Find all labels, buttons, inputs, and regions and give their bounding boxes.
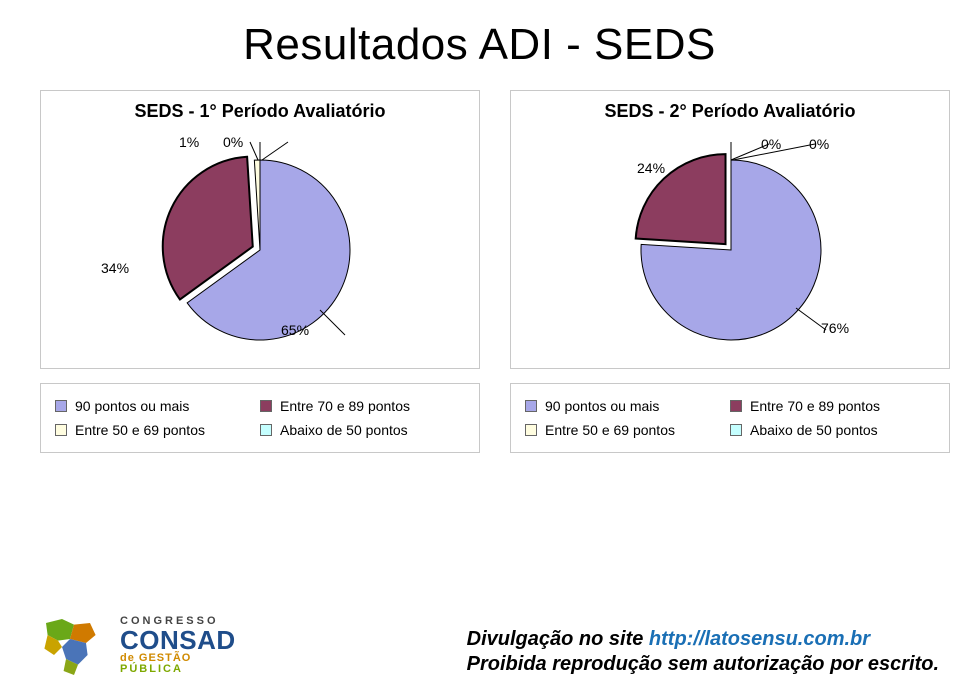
slice-label-65pct: 65%	[281, 322, 309, 338]
legend-swatch	[55, 424, 67, 436]
legend-row-right: 90 pontos ou mais Entre 70 e 89 pontos E…	[525, 394, 935, 442]
legend-item: Entre 50 e 69 pontos	[525, 422, 730, 438]
legend-label: 90 pontos ou mais	[545, 398, 659, 414]
legend-item: Entre 50 e 69 pontos	[55, 422, 260, 438]
legend-item: Entre 70 e 89 pontos	[730, 398, 935, 414]
slice-label-76pct: 76%	[821, 320, 849, 336]
logo-line-sub2: PÚBLICA	[120, 664, 236, 675]
chart-title-right: SEDS - 2° Período Avaliatório	[521, 101, 939, 122]
slice-label-24pct: 24%	[637, 160, 665, 176]
charts-row: SEDS - 1° Período Avaliatório 1% 0% 34% …	[40, 90, 919, 453]
legend-swatch	[260, 400, 272, 412]
legend-label: Abaixo de 50 pontos	[280, 422, 408, 438]
legend-card-left: 90 pontos ou mais Entre 70 e 89 pontos E…	[40, 383, 480, 453]
right-column: SEDS - 2° Período Avaliatório 24% 0% 0% …	[510, 90, 950, 453]
footer-line-1: Divulgação no site http://latosensu.com.…	[467, 627, 939, 652]
footer-logo: CONGRESSO CONSAD de GESTÃO PÚBLICA	[30, 615, 236, 679]
legend-label: Entre 50 e 69 pontos	[545, 422, 675, 438]
page-title: Resultados ADI - SEDS	[40, 20, 919, 70]
slice-label-1pct: 1%	[179, 134, 199, 150]
footer-line-1-prefix: Divulgação no site	[467, 628, 649, 650]
chart-card-right: SEDS - 2° Período Avaliatório 24% 0% 0% …	[510, 90, 950, 369]
footer-link: http://latosensu.com.br	[649, 628, 870, 650]
legend-swatch	[730, 424, 742, 436]
legend-label: Entre 70 e 89 pontos	[280, 398, 410, 414]
pie-chart-left	[110, 130, 410, 350]
left-column: SEDS - 1° Período Avaliatório 1% 0% 34% …	[40, 90, 480, 453]
slice-label-0pct: 0%	[223, 134, 243, 150]
logo-line-consad: CONSAD	[120, 627, 236, 653]
logo-text-block: CONGRESSO CONSAD de GESTÃO PÚBLICA	[120, 616, 236, 679]
chart-block-right: 24% 0% 0% 76%	[521, 130, 939, 360]
legend-label: Entre 70 e 89 pontos	[750, 398, 880, 414]
footer-line-2: Proibida reprodução sem autorização por …	[467, 652, 939, 677]
pie-chart-right	[521, 130, 941, 350]
legend-row-left: 90 pontos ou mais Entre 70 e 89 pontos E…	[55, 394, 465, 442]
chart-card-left: SEDS - 1° Período Avaliatório 1% 0% 34% …	[40, 90, 480, 369]
chart-block-left: 1% 0% 34% 65%	[51, 130, 469, 360]
legend-swatch	[260, 424, 272, 436]
slice-label-34pct: 34%	[101, 260, 129, 276]
legend-label: Abaixo de 50 pontos	[750, 422, 878, 438]
legend-item: Abaixo de 50 pontos	[730, 422, 935, 438]
legend-label: Entre 50 e 69 pontos	[75, 422, 205, 438]
chart-title-left: SEDS - 1° Período Avaliatório	[51, 101, 469, 122]
legend-item: 90 pontos ou mais	[55, 398, 260, 414]
brazil-map-icon	[30, 615, 110, 679]
legend-label: 90 pontos ou mais	[75, 398, 189, 414]
legend-swatch	[55, 400, 67, 412]
legend-swatch	[525, 400, 537, 412]
legend-swatch	[730, 400, 742, 412]
slice-label-0pct-a: 0%	[761, 136, 781, 152]
legend-item: Entre 70 e 89 pontos	[260, 398, 465, 414]
legend-item: 90 pontos ou mais	[525, 398, 730, 414]
footer-text: Divulgação no site http://latosensu.com.…	[467, 627, 939, 677]
legend-item: Abaixo de 50 pontos	[260, 422, 465, 438]
legend-swatch	[525, 424, 537, 436]
slice-label-0pct-b: 0%	[809, 136, 829, 152]
legend-card-right: 90 pontos ou mais Entre 70 e 89 pontos E…	[510, 383, 950, 453]
